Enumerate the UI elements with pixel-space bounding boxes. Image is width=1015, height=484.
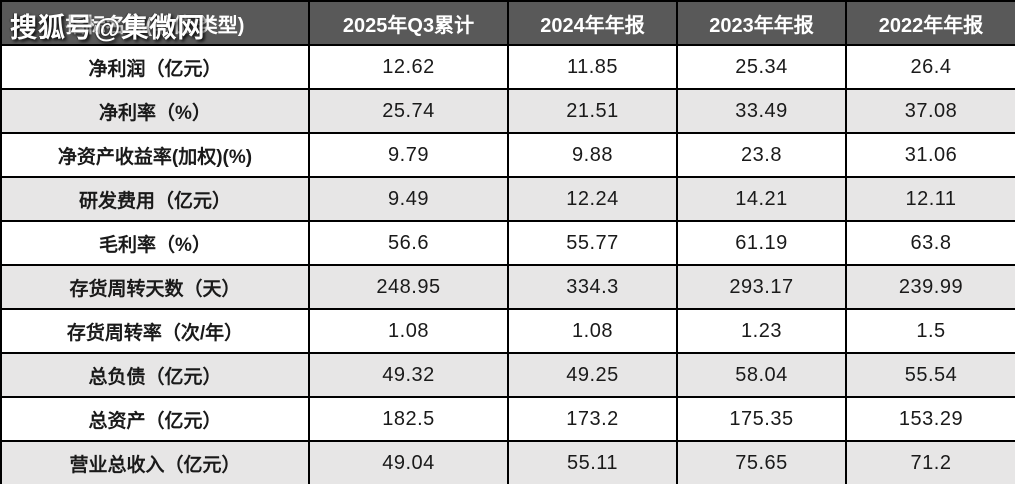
table-row-total-assets: 总资产（亿元） 182.5 173.2 175.35 153.29 (0, 396, 1015, 442)
cell-value: 49.25 (507, 352, 678, 398)
table-row-total-liabilities: 总负债（亿元） 49.32 49.25 58.04 55.54 (0, 352, 1015, 398)
table-row-inventory-turnover: 存货周转率（次/年） 1.08 1.08 1.23 1.5 (0, 308, 1015, 354)
cell-value: 21.51 (507, 88, 678, 134)
table-row-gross-margin: 毛利率（%） 56.6 55.77 61.19 63.8 (0, 220, 1015, 266)
row-label: 总资产（亿元） (0, 396, 310, 442)
cell-value: 56.6 (308, 220, 509, 266)
cell-value: 49.04 (308, 440, 509, 484)
table-row-rd-expense: 研发费用（亿元） 9.49 12.24 14.21 12.11 (0, 176, 1015, 222)
column-header-metric: 指标名称(单位/类型) (0, 0, 310, 46)
cell-value: 33.49 (676, 88, 847, 134)
cell-value: 334.3 (507, 264, 678, 310)
table-header-row: 指标名称(单位/类型) 2025年Q3累计 2024年年报 2023年年报 20… (0, 0, 1015, 46)
cell-value: 12.11 (845, 176, 1015, 222)
cell-value: 9.88 (507, 132, 678, 178)
column-header-2024: 2024年年报 (507, 0, 678, 46)
cell-value: 173.2 (507, 396, 678, 442)
cell-value: 71.2 (845, 440, 1015, 484)
cell-value: 175.35 (676, 396, 847, 442)
cell-value: 239.99 (845, 264, 1015, 310)
column-header-2022: 2022年年报 (845, 0, 1015, 46)
cell-value: 25.34 (676, 44, 847, 90)
cell-value: 58.04 (676, 352, 847, 398)
cell-value: 12.24 (507, 176, 678, 222)
cell-value: 153.29 (845, 396, 1015, 442)
cell-value: 14.21 (676, 176, 847, 222)
cell-value: 293.17 (676, 264, 847, 310)
cell-value: 37.08 (845, 88, 1015, 134)
table-row-roe-weighted: 净资产收益率(加权)(%) 9.79 9.88 23.8 31.06 (0, 132, 1015, 178)
table-row-total-revenue: 营业总收入（亿元） 49.04 55.11 75.65 71.2 (0, 440, 1015, 484)
row-label: 存货周转率（次/年） (0, 308, 310, 354)
cell-value: 1.08 (308, 308, 509, 354)
cell-value: 9.49 (308, 176, 509, 222)
table-row-net-margin: 净利率（%） 25.74 21.51 33.49 37.08 (0, 88, 1015, 134)
row-label: 研发费用（亿元） (0, 176, 310, 222)
cell-value: 55.77 (507, 220, 678, 266)
table-row-net-profit: 净利润（亿元） 12.62 11.85 25.34 26.4 (0, 44, 1015, 90)
row-label: 总负债（亿元） (0, 352, 310, 398)
row-label: 净利润（亿元） (0, 44, 310, 90)
cell-value: 248.95 (308, 264, 509, 310)
row-label: 营业总收入（亿元） (0, 440, 310, 484)
cell-value: 23.8 (676, 132, 847, 178)
table-row-inventory-days: 存货周转天数（天） 248.95 334.3 293.17 239.99 (0, 264, 1015, 310)
cell-value: 31.06 (845, 132, 1015, 178)
row-label: 存货周转天数（天） (0, 264, 310, 310)
cell-value: 49.32 (308, 352, 509, 398)
cell-value: 11.85 (507, 44, 678, 90)
row-label: 净资产收益率(加权)(%) (0, 132, 310, 178)
cell-value: 182.5 (308, 396, 509, 442)
cell-value: 1.23 (676, 308, 847, 354)
cell-value: 55.11 (507, 440, 678, 484)
column-header-2025q3: 2025年Q3累计 (308, 0, 509, 46)
cell-value: 61.19 (676, 220, 847, 266)
cell-value: 9.79 (308, 132, 509, 178)
cell-value: 55.54 (845, 352, 1015, 398)
column-header-2023: 2023年年报 (676, 0, 847, 46)
cell-value: 75.65 (676, 440, 847, 484)
cell-value: 12.62 (308, 44, 509, 90)
cell-value: 25.74 (308, 88, 509, 134)
row-label: 净利率（%） (0, 88, 310, 134)
row-label: 毛利率（%） (0, 220, 310, 266)
cell-value: 26.4 (845, 44, 1015, 90)
cell-value: 1.5 (845, 308, 1015, 354)
cell-value: 63.8 (845, 220, 1015, 266)
cell-value: 1.08 (507, 308, 678, 354)
